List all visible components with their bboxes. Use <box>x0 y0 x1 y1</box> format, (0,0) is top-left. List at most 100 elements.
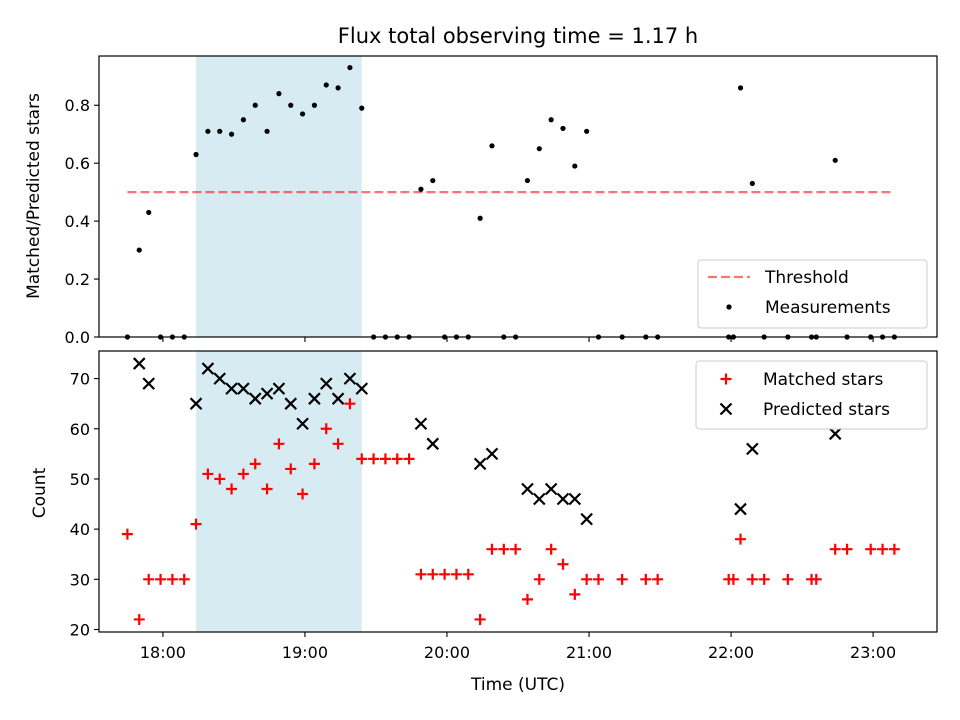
predicted-star-point <box>473 457 487 471</box>
measurement-point <box>737 85 744 91</box>
matched-star-point <box>735 533 747 545</box>
measurement-point <box>477 215 483 221</box>
predicted-star-point <box>272 382 286 395</box>
matched-star-point <box>877 543 889 555</box>
matched-star-point <box>178 573 190 585</box>
matched-star-point <box>533 573 545 585</box>
bottom-shaded-interval <box>196 351 362 632</box>
measurement-point <box>524 177 531 184</box>
matched-star-point <box>782 573 794 585</box>
bottom-axes-frame <box>98 350 938 633</box>
matched-star-point <box>545 543 557 555</box>
matched-star-point <box>652 573 664 585</box>
predicted-star-point <box>248 392 262 405</box>
x-axis-label: Time (UTC) <box>470 675 565 695</box>
matched-star-point <box>226 483 238 495</box>
bottom-y-tick-label: 40 <box>70 520 90 539</box>
matched-star-point <box>498 543 510 555</box>
matched-star-point <box>521 593 533 605</box>
predicted-star-point <box>485 447 499 461</box>
matched-star-point <box>727 573 739 585</box>
matched-star-point <box>344 398 356 410</box>
matched-star-point <box>450 568 462 580</box>
measurement-point <box>252 102 258 108</box>
matched-star-point <box>581 573 593 585</box>
matched-star-point <box>865 543 877 555</box>
predicted-star-point <box>533 492 546 506</box>
predicted-star-point <box>414 417 428 431</box>
top-shaded-interval <box>196 56 362 337</box>
x-tick-label: 23:00 <box>850 643 896 662</box>
predicted-star-point <box>734 502 747 516</box>
predicted-star-point <box>568 492 582 506</box>
measurement-point <box>146 209 152 216</box>
top-axes-frame <box>98 55 938 338</box>
matched-star-point <box>121 528 133 540</box>
measurement-point <box>359 105 365 111</box>
legend-predicted-swatch <box>719 402 733 416</box>
matched-star-point <box>474 613 486 625</box>
x-tick-label: 20:00 <box>424 643 470 662</box>
measurement-point <box>584 128 590 134</box>
matched-star-point <box>308 458 320 470</box>
predicted-star-point <box>308 392 321 405</box>
matched-star-point <box>273 438 285 450</box>
matched-star-point <box>616 573 628 585</box>
chart-title: Flux total observing time = 1.17 h <box>338 24 698 48</box>
predicted-star-point <box>426 437 440 451</box>
matched-star-point <box>249 458 261 470</box>
bottom-y-tick-label: 70 <box>70 370 90 389</box>
x-tick-label: 19:00 <box>282 643 328 662</box>
top-y-tick-label: 0.4 <box>65 212 90 231</box>
matched-star-point <box>297 488 309 500</box>
matched-star-point <box>285 463 297 475</box>
predicted-star-point <box>189 397 203 410</box>
measurement-point <box>489 143 495 149</box>
matched-star-point <box>640 573 652 585</box>
bottom-y-tick-label: 30 <box>70 570 90 589</box>
matched-star-point <box>133 613 145 625</box>
measurement-point <box>288 102 294 108</box>
top-y-tick-label: 0.2 <box>65 270 90 289</box>
measurement-point <box>832 157 838 163</box>
predicted-star-point <box>580 512 593 526</box>
measurement-point <box>240 117 247 123</box>
measurement-point <box>205 128 211 134</box>
bottom-y-axis-label: Count <box>30 467 50 518</box>
measurement-point <box>572 163 578 169</box>
measurement-point <box>228 131 235 137</box>
predicted-star-point <box>544 482 558 496</box>
matched-star-point <box>462 568 474 580</box>
predicted-star-point <box>225 382 238 395</box>
matched-star-point <box>510 543 522 555</box>
measurement-point <box>430 177 436 184</box>
legend-threshold-label: Threshold <box>764 268 849 288</box>
legend-measurements-swatch <box>726 304 732 310</box>
measurement-point <box>418 186 424 192</box>
measurement-point <box>264 128 270 134</box>
x-tick-label: 18:00 <box>140 643 186 662</box>
measurement-point <box>193 151 199 158</box>
predicted-star-point <box>201 362 215 375</box>
predicted-star-point <box>142 377 155 390</box>
matched-star-point <box>379 453 391 465</box>
measurement-point <box>276 91 282 97</box>
bottom-y-tick-label: 60 <box>70 420 90 439</box>
measurement-point <box>548 117 554 123</box>
matched-star-point <box>592 573 604 585</box>
matched-star-point <box>391 453 403 465</box>
matched-star-point <box>415 568 427 580</box>
matched-star-point <box>569 588 581 600</box>
top-y-tick-label: 0.6 <box>65 154 90 173</box>
predicted-star-point <box>260 387 274 400</box>
top-y-axis-label: Matched/Predicted stars <box>24 93 44 299</box>
matched-star-point <box>841 543 853 555</box>
matched-star-point <box>166 573 178 585</box>
predicted-star-point <box>213 372 227 385</box>
legend-matched-swatch <box>720 373 732 385</box>
measurement-point <box>136 247 142 253</box>
predicted-star-point <box>284 397 298 410</box>
predicted-star-point <box>343 372 357 385</box>
